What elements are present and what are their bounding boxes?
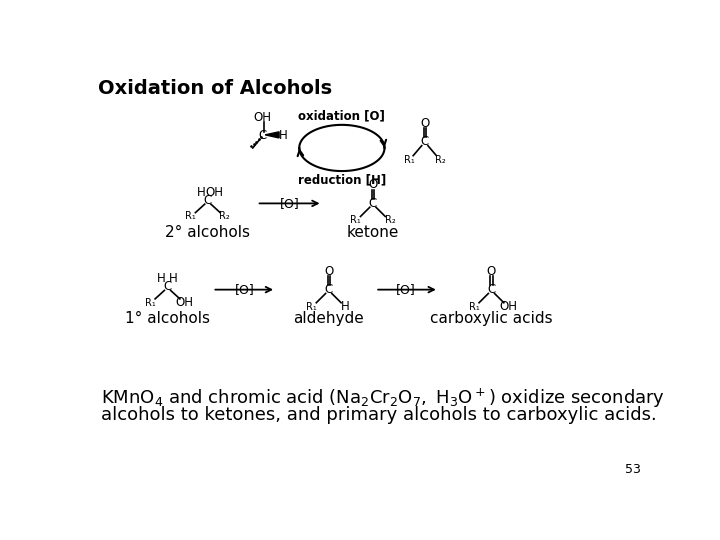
Text: O: O [420,117,429,130]
Text: H: H [197,186,206,199]
Text: OH: OH [176,296,194,309]
Text: OH: OH [253,111,271,124]
Text: R₂: R₂ [220,212,230,221]
Text: [O]: [O] [396,283,416,296]
Text: H: H [157,272,166,285]
Text: alcohols to ketones, and primary alcohols to carboxylic acids.: alcohols to ketones, and primary alcohol… [101,406,657,424]
Text: H: H [279,129,288,142]
Text: 2° alcohols: 2° alcohols [166,225,251,240]
Text: O: O [368,178,377,191]
Text: R₁: R₁ [306,301,317,312]
Text: C: C [369,197,377,210]
Text: C: C [163,280,171,293]
Text: 1° alcohols: 1° alcohols [125,312,210,326]
Text: $\mathrm{KMnO_4}$ and chromic acid $\mathrm{(Na_2Cr_2O_7,\ H_3O^+)}$ oxidize sec: $\mathrm{KMnO_4}$ and chromic acid $\mat… [101,387,665,410]
Text: R₁: R₁ [404,154,415,165]
Text: [O]: [O] [235,283,255,296]
Text: oxidation [O]: oxidation [O] [298,109,385,122]
Text: C: C [487,283,495,296]
Text: 53: 53 [624,463,640,476]
Text: R₁: R₁ [351,215,361,225]
Text: reduction [H]: reduction [H] [298,174,386,187]
Text: H: H [169,272,178,285]
Text: R₁: R₁ [469,301,480,312]
Text: C: C [204,194,212,207]
Text: [O]: [O] [280,197,300,210]
Text: C: C [325,283,333,296]
Text: R₁: R₁ [145,298,156,308]
Text: O: O [324,265,333,278]
Text: OH: OH [500,300,518,313]
Text: R₁: R₁ [185,212,196,221]
Text: Oxidation of Alcohols: Oxidation of Alcohols [98,79,332,98]
Text: O: O [487,265,496,278]
Text: R₂: R₂ [384,215,395,225]
Text: H: H [341,300,350,313]
Text: carboxylic acids: carboxylic acids [430,312,553,326]
Text: ketone: ketone [347,225,399,240]
Polygon shape [265,132,279,138]
Text: C: C [420,136,429,148]
Text: R₂: R₂ [435,154,446,165]
Text: aldehyde: aldehyde [293,312,364,326]
Text: C: C [258,129,266,142]
Text: OH: OH [205,186,223,199]
